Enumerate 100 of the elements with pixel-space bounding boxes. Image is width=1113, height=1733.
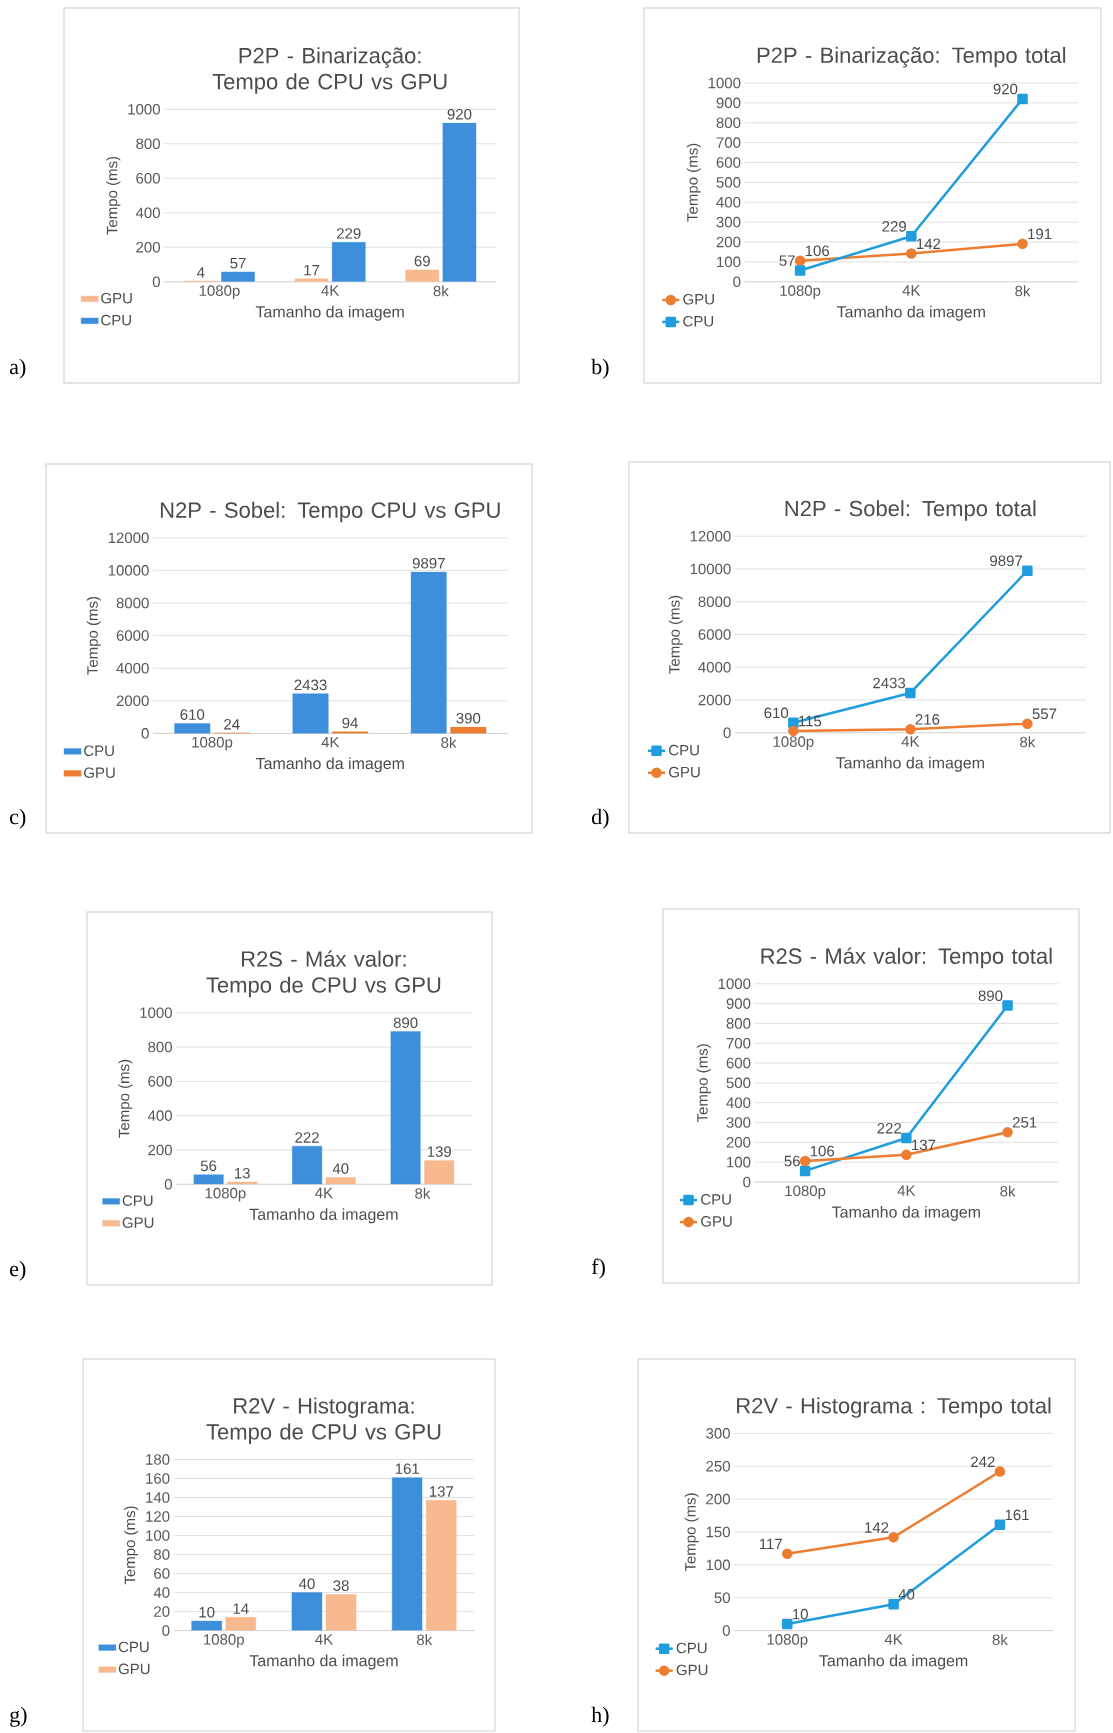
y-tick-label: 800 bbox=[136, 138, 160, 150]
y-tick-label: 100 bbox=[146, 1530, 170, 1541]
x-axis-title: Tamanho da imagem bbox=[249, 1654, 398, 1670]
y-tick-label: 10000 bbox=[108, 565, 149, 576]
data-label: 557 bbox=[1032, 708, 1057, 720]
data-label: 40 bbox=[298, 1578, 315, 1590]
y-tick-label: 200 bbox=[716, 236, 741, 248]
legend-label: GPU bbox=[101, 292, 132, 304]
y-tick-label: 10000 bbox=[690, 563, 731, 575]
data-label: 2433 bbox=[294, 679, 327, 691]
y-tick-label: 200 bbox=[706, 1493, 730, 1505]
y-tick-label: 400 bbox=[135, 207, 160, 219]
data-label: 229 bbox=[882, 221, 906, 232]
bar bbox=[221, 271, 255, 282]
bar bbox=[294, 278, 329, 282]
data-label: 94 bbox=[342, 717, 358, 729]
x-tick-label: 8k bbox=[441, 736, 457, 748]
x-axis-title: Tamanho da imagem bbox=[255, 757, 404, 773]
y-tick-label: 6000 bbox=[698, 629, 731, 640]
chart-title: R2V - Histograma: Tempo de CPU vs GPU bbox=[206, 1397, 441, 1444]
x-axis-title: Tamanho da imagem bbox=[832, 1205, 980, 1221]
y-axis-title: Tempo (ms) bbox=[684, 1493, 699, 1572]
data-label: 57 bbox=[230, 257, 246, 269]
y-tick-label: 0 bbox=[733, 276, 741, 288]
y-tick-label: 0 bbox=[743, 1176, 751, 1188]
y-tick-label: 140 bbox=[146, 1492, 170, 1503]
y-tick-label: 2000 bbox=[698, 694, 731, 706]
text: e) bbox=[10, 1260, 26, 1281]
y-tick-label: 800 bbox=[726, 1018, 751, 1029]
data-label: 137 bbox=[429, 1486, 454, 1497]
data-label: 4 bbox=[197, 267, 205, 278]
y-tick-label: 300 bbox=[726, 1117, 751, 1128]
data-label: 57 bbox=[779, 255, 795, 266]
data-label: 2433 bbox=[873, 677, 906, 689]
y-tick-label: 100 bbox=[717, 256, 741, 268]
chart-title: R2S - Máx valor: Tempo total bbox=[761, 947, 1052, 969]
chart-title: R2S - Máx valor: Tempo de CPU vs GPU bbox=[206, 950, 441, 998]
y-tick-label: 4000 bbox=[698, 661, 731, 673]
point bbox=[888, 1532, 899, 1543]
data-label: 139 bbox=[427, 1146, 452, 1157]
point bbox=[1017, 93, 1028, 105]
y-tick-label: 500 bbox=[726, 1077, 751, 1089]
x-tick-label: 4K bbox=[897, 1185, 916, 1196]
x-axis-title: Tamanho da imagem bbox=[249, 1208, 398, 1224]
data-label: 242 bbox=[971, 1456, 995, 1467]
y-axis-title: Tempo (ms) bbox=[106, 156, 121, 235]
legend-label: GPU bbox=[84, 767, 115, 778]
x-tick-label: 8k bbox=[417, 1634, 433, 1646]
x-tick-label: 1080p bbox=[785, 1185, 826, 1200]
y-tick-label: 800 bbox=[716, 117, 741, 129]
data-label: 191 bbox=[1028, 228, 1052, 240]
data-label: 56 bbox=[784, 1155, 800, 1167]
point bbox=[794, 255, 806, 266]
chart-title: P2P - Binarização: Tempo total bbox=[757, 46, 1066, 68]
data-label: 56 bbox=[200, 1160, 217, 1172]
data-label: 17 bbox=[304, 265, 320, 276]
legend-label: CPU bbox=[118, 1641, 149, 1653]
point bbox=[788, 717, 799, 729]
y-tick-label: 1000 bbox=[718, 978, 751, 990]
point bbox=[906, 248, 917, 259]
text: b) bbox=[591, 358, 609, 379]
y-tick-label: 900 bbox=[726, 998, 751, 1009]
point bbox=[994, 1519, 1006, 1531]
y-tick-label: 150 bbox=[706, 1526, 730, 1538]
y-tick-label: 12000 bbox=[690, 530, 731, 542]
x-tick-label: 8k bbox=[433, 285, 449, 297]
text: g) bbox=[10, 1706, 27, 1727]
y-axis-title: Tempo (ms) bbox=[86, 596, 101, 675]
legend-label: CPU bbox=[122, 1195, 153, 1206]
chart-title: N2P - Sobel: Tempo total bbox=[785, 500, 1036, 521]
y-tick-label: 600 bbox=[148, 1076, 172, 1087]
y-tick-label: 400 bbox=[716, 196, 741, 208]
y-tick-label: 1000 bbox=[708, 77, 741, 89]
x-tick-label: 4K bbox=[315, 1634, 333, 1645]
data-label: 216 bbox=[915, 714, 940, 725]
x-tick-label: 1080p bbox=[199, 285, 240, 299]
y-tick-label: 0 bbox=[164, 1178, 172, 1190]
data-label: 40 bbox=[332, 1163, 349, 1174]
data-label: 920 bbox=[993, 83, 1018, 95]
x-tick-label: 4K bbox=[321, 285, 340, 296]
x-tick-label: 4K bbox=[315, 1187, 333, 1199]
bar bbox=[442, 122, 477, 282]
point bbox=[799, 1155, 811, 1167]
data-label: 890 bbox=[393, 1017, 418, 1029]
point bbox=[906, 231, 917, 242]
point bbox=[905, 724, 916, 735]
y-tick-label: 800 bbox=[148, 1041, 172, 1053]
y-tick-label: 20 bbox=[154, 1606, 170, 1617]
y-tick-label: 8000 bbox=[116, 597, 149, 609]
data-label: 10 bbox=[792, 1608, 808, 1620]
y-tick-label: 100 bbox=[706, 1559, 730, 1571]
y-tick-label: 300 bbox=[716, 216, 741, 228]
legend-label: CPU bbox=[683, 315, 714, 327]
x-tick-label: 4K bbox=[901, 736, 920, 747]
point bbox=[788, 725, 799, 737]
y-tick-label: 0 bbox=[162, 1625, 170, 1636]
bar bbox=[325, 1594, 357, 1631]
y-tick-label: 8000 bbox=[698, 596, 731, 608]
y-tick-label: 12000 bbox=[108, 532, 149, 544]
data-label: 161 bbox=[395, 1463, 419, 1475]
